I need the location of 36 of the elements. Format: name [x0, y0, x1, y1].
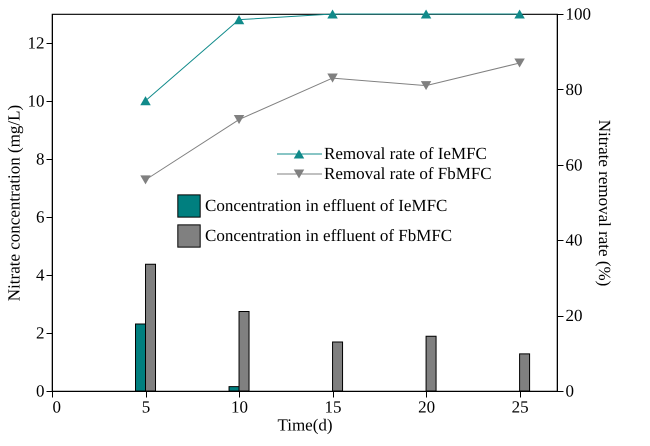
y2-tick-label: 0 — [566, 382, 574, 400]
x-tick-label: 15 — [324, 398, 342, 416]
point — [140, 175, 151, 184]
x-tick-label: 0 — [52, 398, 61, 416]
y2-tick-label: 100 — [566, 4, 591, 24]
legend-label: Concentration in effluent of IeMFC — [205, 196, 448, 215]
y-tick-label: 0 — [36, 382, 44, 400]
point — [140, 96, 151, 106]
legend-label: Removal rate of IeMFC — [324, 144, 487, 163]
legend-label: Concentration in effluent of FbMFC — [205, 226, 452, 245]
y2-axis-title: Nitrate removal rate (%) — [595, 120, 614, 286]
point — [327, 9, 338, 19]
point — [514, 9, 525, 19]
x-tick-label: 5 — [142, 398, 150, 416]
x-axis-title: Time(d) — [277, 416, 333, 434]
x-tick-label: 10 — [231, 398, 248, 416]
y-axis-title: Nitrate concentration (mg/L) — [4, 104, 24, 302]
y-tick-label: 2 — [36, 324, 44, 342]
x-tick-label: 20 — [418, 398, 436, 416]
x-tick-label: 25 — [512, 398, 529, 416]
y2-tick-label: 20 — [566, 306, 582, 326]
y-tick-label: 8 — [36, 150, 44, 168]
y-tick-label: 4 — [36, 266, 45, 284]
point — [420, 9, 432, 19]
y2-tick-label: 40 — [566, 230, 582, 250]
y-tick-label: 12 — [28, 34, 44, 52]
y2-tick-label: 60 — [566, 155, 582, 174]
y2-tick-label: 80 — [566, 80, 582, 99]
point — [327, 74, 338, 83]
y-tick-label: 6 — [36, 208, 44, 226]
legend-label: Removal rate of FbMFC — [324, 164, 492, 183]
point — [514, 58, 525, 68]
y-tick-label: 10 — [28, 92, 44, 110]
point — [234, 115, 244, 124]
point — [234, 15, 244, 24]
point — [420, 81, 432, 90]
